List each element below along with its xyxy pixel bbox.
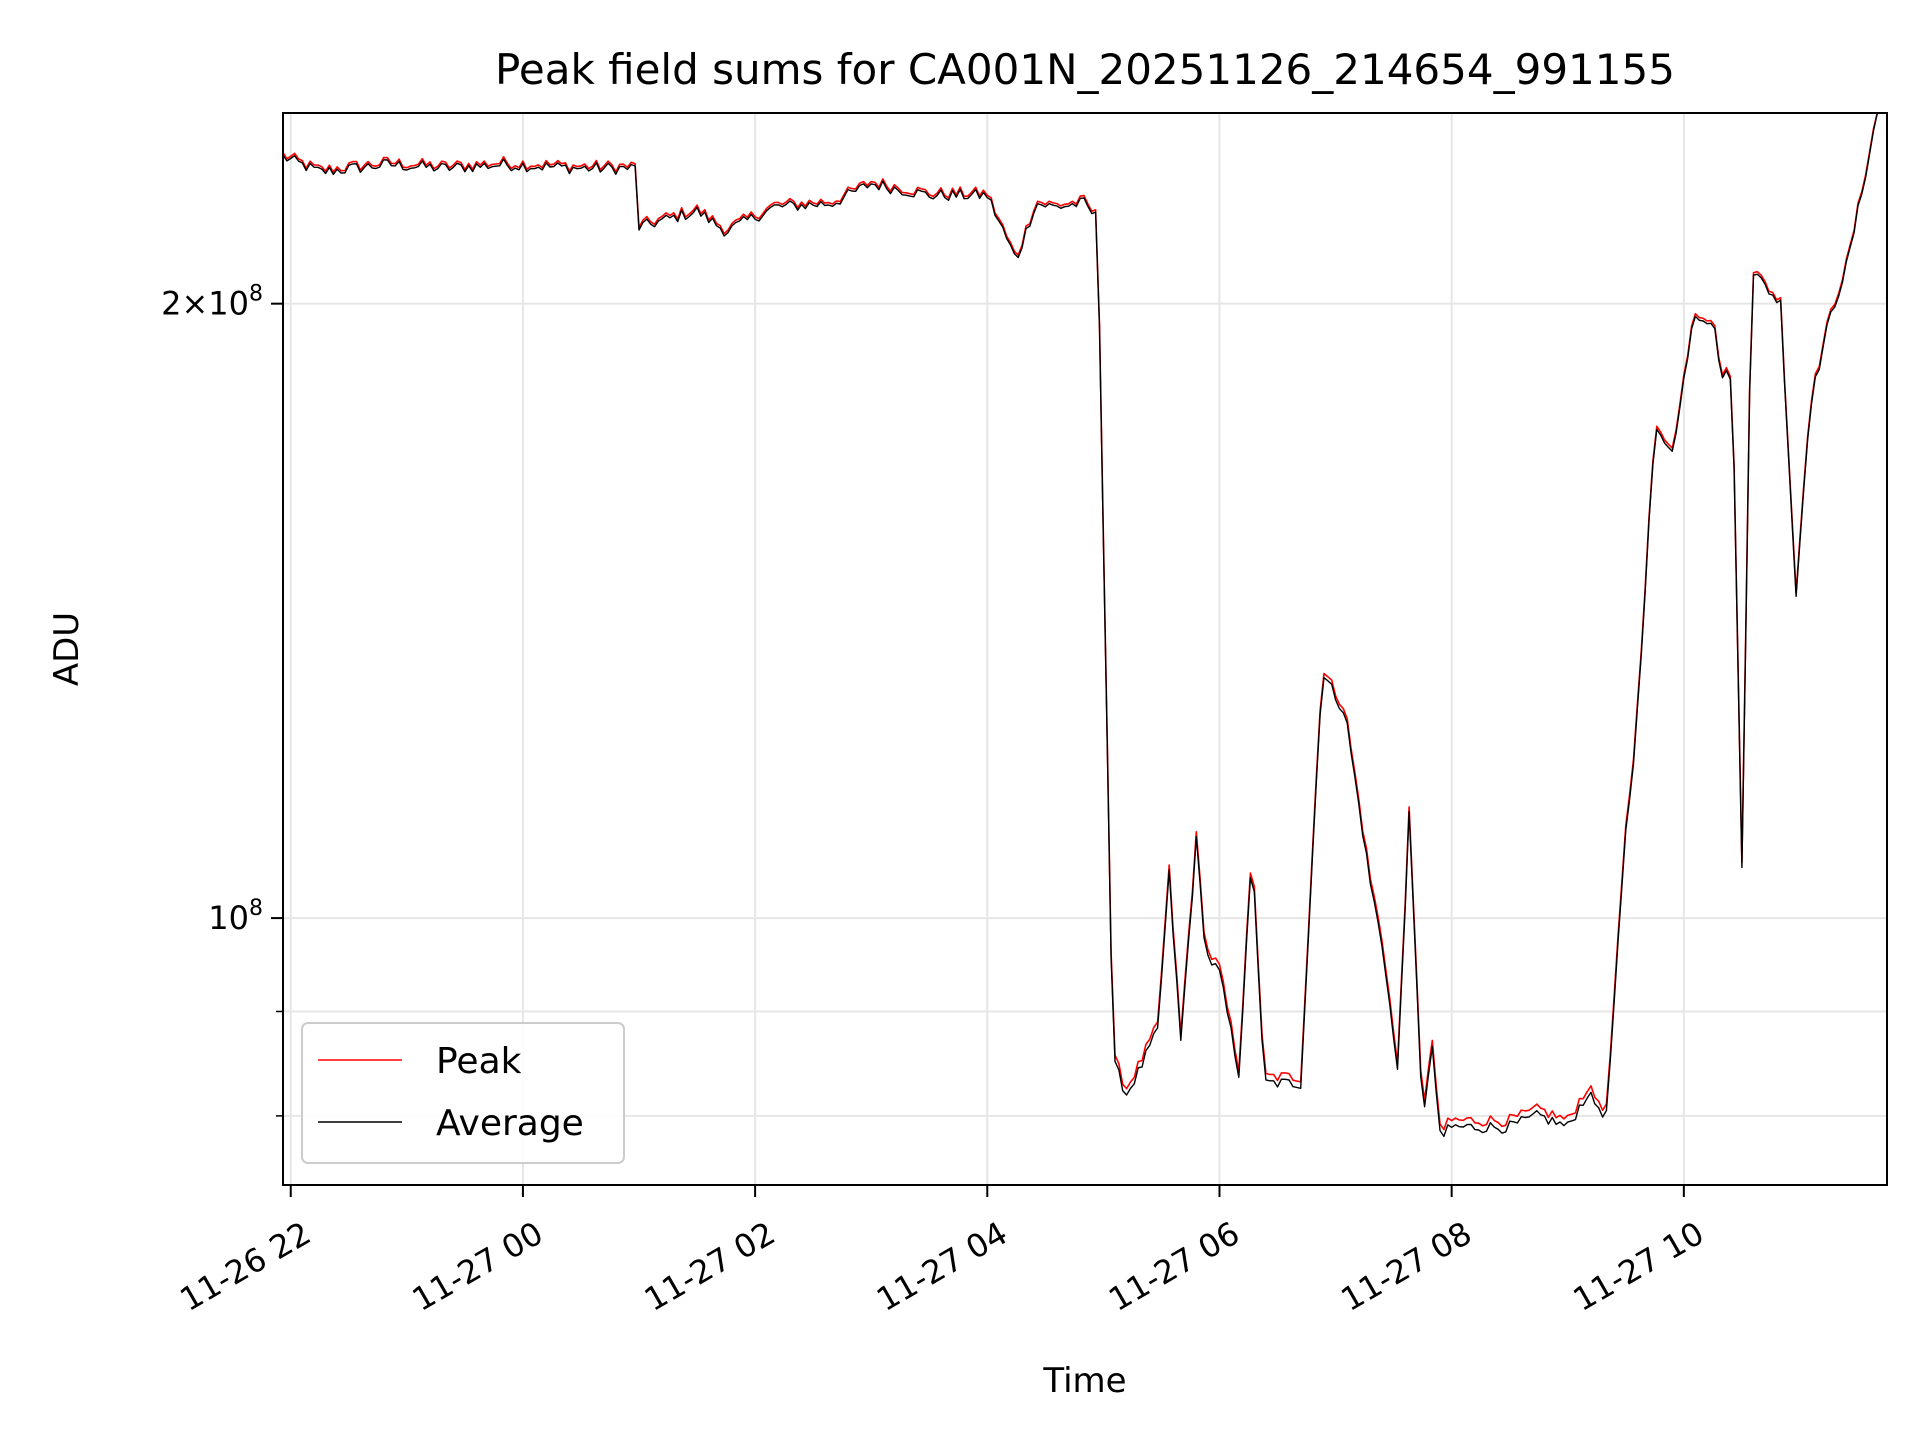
series-line-average — [282, 112, 1878, 1138]
legend-label-peak: Peak — [436, 1041, 522, 1082]
y-axis-label: ADU — [47, 612, 87, 686]
chart-title: Peak field sums for CA001N_20251126_2146… — [495, 45, 1675, 94]
plot-frame — [282, 112, 1888, 1186]
y-tick-label: 2×108 — [161, 282, 263, 323]
series-layer — [282, 112, 1879, 1138]
legend-label-average: Average — [436, 1103, 584, 1144]
legend-box — [301, 1022, 625, 1164]
legend: Peak Average — [301, 1022, 625, 1164]
x-axis-label: Time — [1042, 1361, 1126, 1401]
